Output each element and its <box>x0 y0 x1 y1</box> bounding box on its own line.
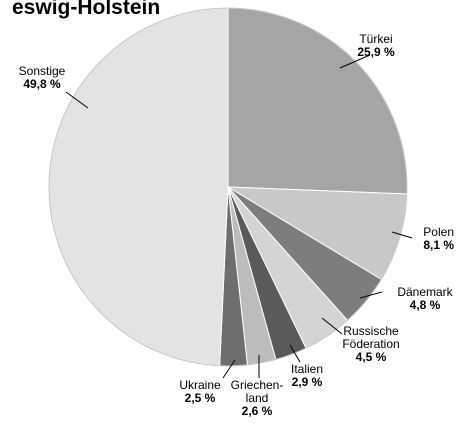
slice-value-ukraine: 2,5 % <box>185 391 216 405</box>
slice-name-italien: Italien <box>291 362 323 376</box>
slice-value-italien: 2,9 % <box>292 375 323 389</box>
slice-name-ukraine: Ukraine <box>179 378 221 392</box>
pie-slice-sonstige <box>48 7 229 367</box>
leader-line-polen <box>391 231 413 239</box>
slice-name-tuerkei: Türkei <box>359 32 392 46</box>
leader-line-sonstige <box>65 91 89 109</box>
pie-slices <box>48 7 408 367</box>
leader-line-italien <box>289 344 301 363</box>
slice-name-griechen-land-line-1: Griechen- <box>231 378 284 392</box>
leader-lines <box>65 54 413 379</box>
leader-line-tuerkei <box>339 54 371 69</box>
leader-line-russische-foederation <box>321 317 343 335</box>
leader-line-ukraine <box>222 359 236 379</box>
slice-value-sonstige: 49,8 % <box>23 77 61 91</box>
slice-value-tuerkei: 25,9 % <box>357 45 395 59</box>
slice-name-griechen-land-line-2: land <box>246 391 269 405</box>
chart-title: eswig-Holstein <box>12 0 160 19</box>
leader-line-daenemark <box>359 291 383 299</box>
slice-name-polen: Polen <box>423 225 454 239</box>
slice-value-russische-foederation: 4,5 % <box>356 350 387 364</box>
slice-value-griechen-land: 2,6 % <box>242 404 273 418</box>
slice-name-russische-foederation-line-1: Russische <box>343 324 399 338</box>
slice-name-sonstige: Sonstige <box>19 64 66 78</box>
pie-outline <box>48 7 408 367</box>
slice-value-polen: 8,1 % <box>423 238 454 252</box>
slice-name-russische-foederation-line-2: Föderation <box>342 337 399 351</box>
slice-value-daenemark: 4,8 % <box>410 298 441 312</box>
slice-name-daenemark: Dänemark <box>397 285 453 299</box>
